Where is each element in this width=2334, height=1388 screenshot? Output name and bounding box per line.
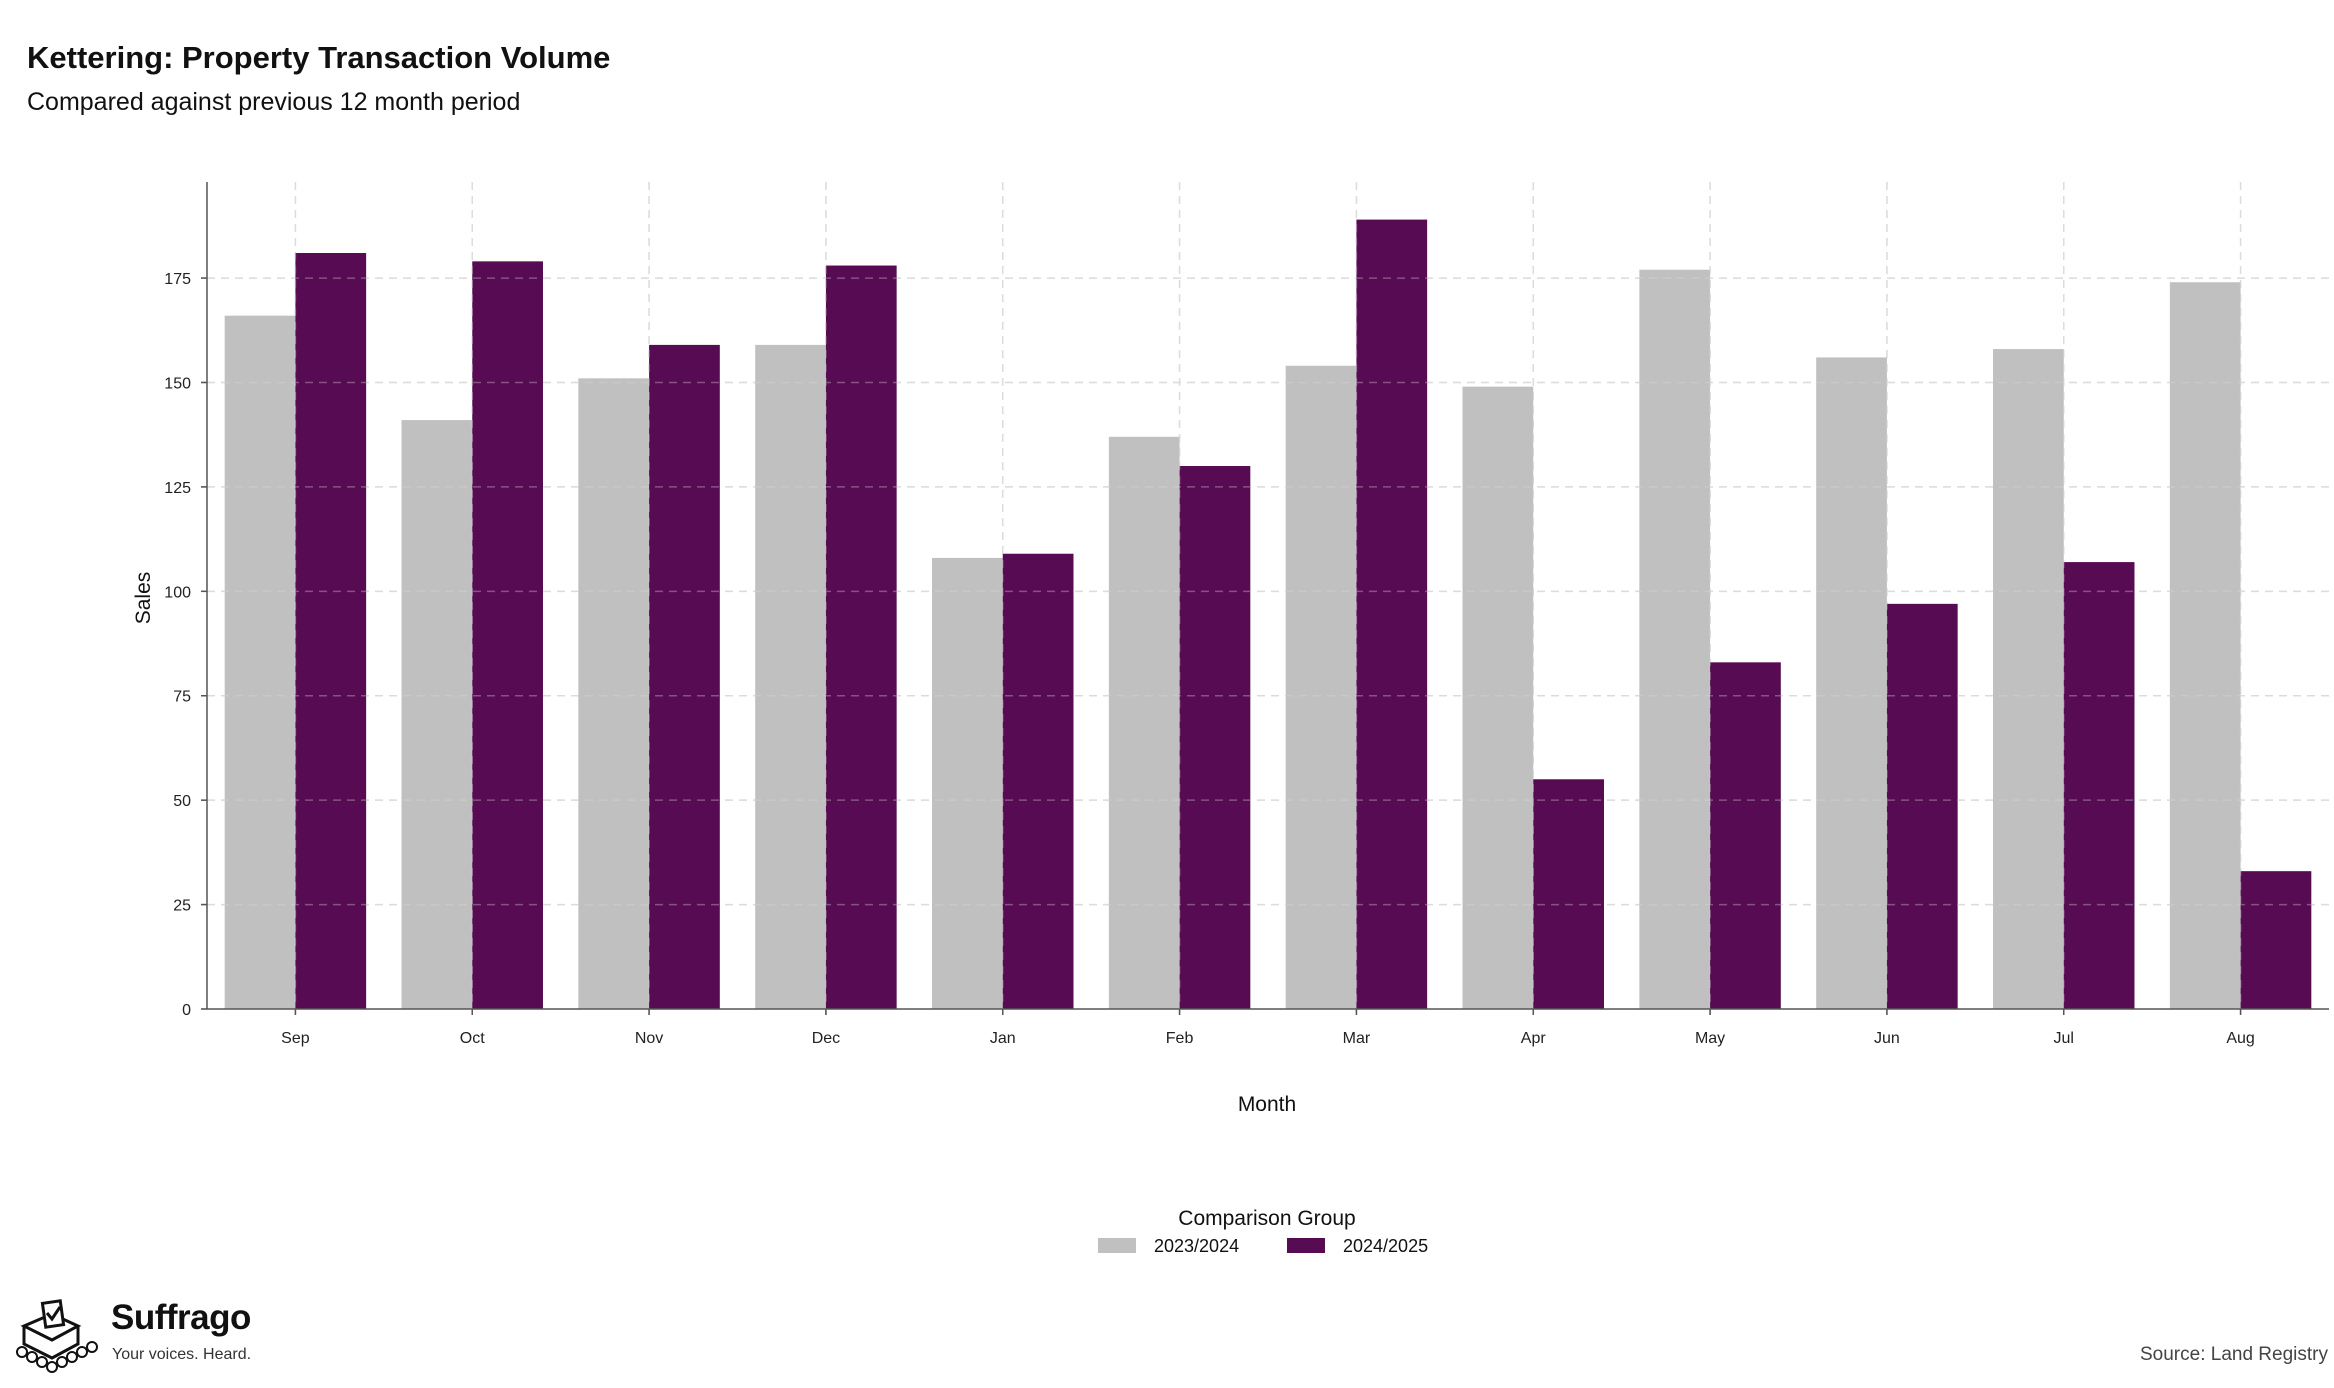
y-tick-label: 25 [173, 898, 191, 915]
bar-2024-2025-jan [1002, 553, 1074, 1009]
legend-title: Comparison Group [1178, 1207, 1355, 1230]
bar-2024-2025-oct [472, 261, 543, 1009]
x-tick-label: Sep [281, 1030, 310, 1047]
bar-2023-2024-apr [1462, 386, 1534, 1009]
y-tick-label: 100 [164, 584, 191, 601]
y-tick-label: 175 [164, 271, 191, 288]
bar-2023-2024-may [1639, 269, 1711, 1009]
bar-2023-2024-jun [1816, 357, 1887, 1009]
x-tick-label: Oct [460, 1030, 485, 1047]
source-note: Source: Land Registry [2140, 1344, 2328, 1365]
suffrago-logo: Suffrago Your voices. Heard. [14, 1296, 264, 1376]
legend-swatch-2023-2024 [1098, 1238, 1136, 1253]
y-tick-label: 50 [173, 793, 191, 810]
bar-2024-2025-apr [1533, 779, 1604, 1009]
x-tick-label: Mar [1343, 1030, 1371, 1047]
bar-2024-2025-dec [825, 265, 897, 1009]
y-tick-label: 75 [173, 689, 191, 706]
bar-2024-2025-mar [1356, 219, 1428, 1009]
x-tick-label: Aug [2226, 1030, 2254, 1047]
bar-2023-2024-nov [578, 378, 650, 1009]
logo-name: Suffrago [111, 1298, 251, 1337]
x-tick-label: May [1695, 1030, 1725, 1047]
bar-2023-2024-jul [1993, 349, 2064, 1010]
x-tick-labels: Sep Oct Nov Dec Jan Feb Mar Apr May Jun Jul Aug [281, 1030, 2255, 1047]
x-tick-label: Jan [990, 1030, 1016, 1047]
bar-2024-2025-aug [2240, 871, 2312, 1009]
bar-2023-2024-dec [755, 344, 826, 1010]
bar-chart: 0 25 50 75 100 125 150 175 Sep Oct Nov Dec Jan Feb Ma… [132, 182, 2329, 1256]
bar-2023-2024-sep [224, 315, 296, 1009]
x-tick-label: Jun [1874, 1030, 1900, 1047]
bar-2024-2025-nov [649, 344, 720, 1010]
bars [224, 219, 2312, 1010]
y-tick-label: 150 [164, 375, 191, 392]
bar-2024-2025-jun [1886, 603, 1958, 1009]
logo-tagline: Your voices. Heard. [112, 1346, 252, 1363]
bar-2023-2024-oct [401, 420, 473, 1009]
x-tick-label: Dec [812, 1030, 840, 1047]
chart-title: Kettering: Property Transaction Volume [27, 40, 611, 75]
y-tick-label: 0 [182, 1002, 191, 1019]
bar-2023-2024-feb [1108, 436, 1180, 1009]
grid-overlay [201, 182, 2329, 1015]
bar-2024-2025-jul [2063, 562, 2135, 1009]
legend-label-2024-2025: 2024/2025 [1343, 1236, 1428, 1256]
legend: Comparison Group 2023/2024 2024/2025 [1098, 1207, 1428, 1256]
legend-swatch-2024-2025 [1287, 1238, 1325, 1253]
bar-2024-2025-feb [1179, 466, 1251, 1009]
y-tick-label: 125 [164, 480, 191, 497]
x-tick-label: Feb [1166, 1030, 1194, 1047]
x-tick-label: Apr [1521, 1030, 1547, 1047]
bar-2023-2024-aug [2169, 282, 2241, 1009]
bar-2024-2025-sep [295, 253, 367, 1009]
legend-label-2023-2024: 2023/2024 [1154, 1236, 1239, 1256]
chart-subtitle: Compared against previous 12 month perio… [27, 88, 521, 116]
bar-2024-2025-may [1710, 662, 1781, 1009]
axes [206, 182, 2329, 1010]
x-tick-label: Jul [2054, 1030, 2074, 1047]
x-axis-title: Month [1238, 1093, 1296, 1116]
bar-2023-2024-mar [1285, 365, 1357, 1009]
y-tick-labels: 0 25 50 75 100 125 150 175 [164, 271, 191, 1019]
y-axis-title: Sales [132, 572, 155, 625]
bar-2023-2024-jan [932, 557, 1003, 1009]
x-tick-label: Nov [635, 1030, 663, 1047]
ballot-box-icon [16, 1299, 98, 1373]
